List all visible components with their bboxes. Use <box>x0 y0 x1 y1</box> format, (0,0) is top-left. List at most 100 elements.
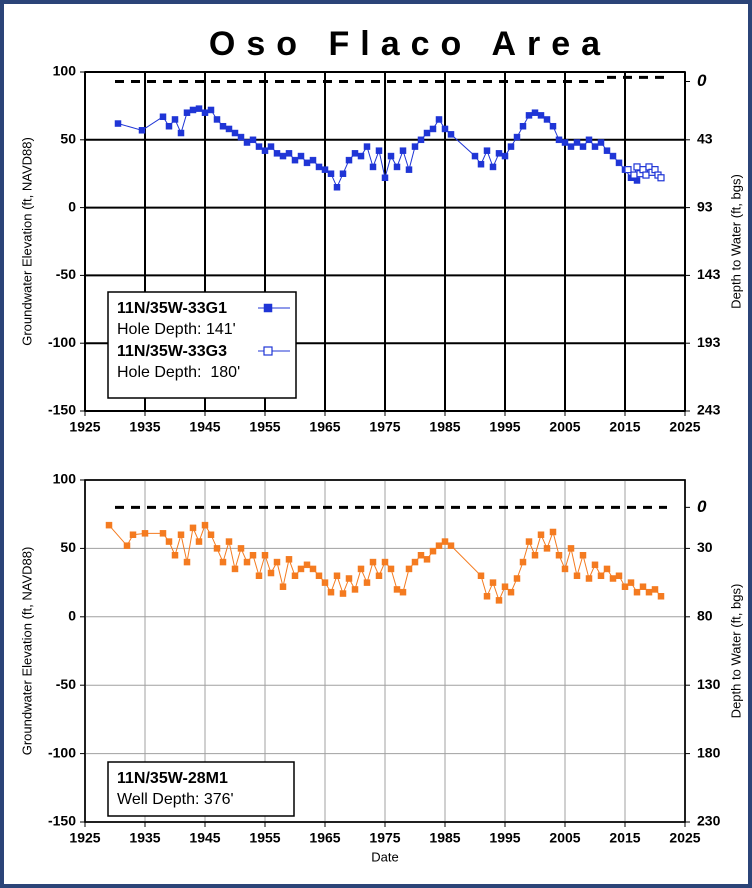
y2-tick-label: 180 <box>697 744 721 760</box>
data-point <box>561 139 569 146</box>
data-point <box>165 538 173 545</box>
data-point <box>351 586 359 593</box>
data-point <box>141 530 149 537</box>
y2-tick-label: 130 <box>697 676 721 692</box>
data-point <box>231 565 239 573</box>
data-point <box>561 565 569 573</box>
data-point <box>537 112 545 119</box>
legend-label: 11N/35W-28M1 <box>117 770 228 787</box>
data-point <box>633 588 641 596</box>
data-point <box>609 152 617 160</box>
data-point <box>105 521 113 529</box>
data-point <box>495 597 503 604</box>
y-tick-label: -100 <box>48 744 76 760</box>
data-point <box>549 528 557 536</box>
data-point <box>645 588 653 596</box>
data-point <box>501 583 509 590</box>
data-point <box>513 575 521 582</box>
data-point <box>519 122 527 130</box>
data-point <box>441 125 449 133</box>
legend-label: 11N/35W-33G1 <box>117 300 227 317</box>
data-point <box>657 593 665 600</box>
data-point <box>597 139 605 146</box>
data-point <box>213 116 221 123</box>
data-point <box>357 152 365 160</box>
y2-tick-label: 143 <box>697 266 721 282</box>
data-point <box>381 174 389 182</box>
data-point <box>405 565 413 573</box>
x-tick-label: 1955 <box>249 830 280 846</box>
data-point <box>201 109 209 116</box>
data-point <box>573 572 581 580</box>
data-point <box>399 588 407 596</box>
data-point <box>243 558 251 566</box>
data-point <box>327 588 335 596</box>
y-tick-label: -150 <box>48 402 76 418</box>
x-tick-label: 2015 <box>609 419 640 435</box>
data-point <box>387 152 395 160</box>
data-point <box>447 131 455 138</box>
data-point <box>279 583 287 590</box>
data-point <box>183 558 191 566</box>
x-tick-label: 1965 <box>309 419 340 435</box>
data-point <box>171 116 179 123</box>
x-tick-label: 1935 <box>129 419 160 435</box>
data-point <box>411 558 419 566</box>
data-point <box>381 558 389 566</box>
legend-note: Hole Depth: 180' <box>117 364 240 381</box>
data-point <box>531 109 539 116</box>
data-point <box>417 551 425 559</box>
data-point <box>537 531 545 538</box>
data-point <box>489 163 497 171</box>
data-point <box>303 561 311 569</box>
data-point <box>624 166 632 174</box>
x-tick-label: 1985 <box>429 830 460 846</box>
data-point <box>189 106 197 114</box>
data-point <box>477 572 485 580</box>
plot-border <box>84 71 686 412</box>
data-point <box>345 575 353 582</box>
x-tick-label: 1925 <box>69 419 100 435</box>
data-point <box>189 524 197 532</box>
data-point <box>261 147 269 154</box>
x-tick-label: 2025 <box>669 830 700 846</box>
y2-tick-label: 43 <box>697 131 713 147</box>
data-point <box>267 143 275 150</box>
data-point <box>363 579 371 586</box>
data-point <box>411 143 419 150</box>
data-point <box>387 565 395 573</box>
x-tick-label: 1975 <box>369 830 400 846</box>
data-point <box>591 143 599 150</box>
data-point <box>579 143 587 150</box>
data-point <box>621 583 629 590</box>
y-tick-label: 50 <box>60 131 76 147</box>
x-tick-label: 1985 <box>429 419 460 435</box>
x-tick-label: 1995 <box>489 830 520 846</box>
data-point <box>309 565 317 573</box>
data-point <box>339 170 347 177</box>
data-point <box>297 565 305 573</box>
data-point <box>429 547 437 555</box>
data-point <box>483 593 491 600</box>
data-point <box>315 163 323 171</box>
data-point <box>321 579 329 586</box>
data-point <box>513 133 521 141</box>
data-point <box>567 143 575 150</box>
data-point <box>255 143 263 150</box>
data-point <box>573 139 581 146</box>
y-tick-label: -50 <box>56 676 76 692</box>
legend-note: Hole Depth: 141' <box>117 321 236 338</box>
y-axis-label: Groundwater Elevation (ft, NAVD88) <box>19 137 34 346</box>
data-point <box>591 561 599 569</box>
data-point <box>249 136 257 144</box>
data-point <box>651 586 659 593</box>
data-point <box>231 129 239 137</box>
data-point <box>375 572 383 580</box>
y-tick-label: 0 <box>68 198 76 214</box>
data-point <box>345 156 353 164</box>
data-point <box>603 147 611 154</box>
y-tick-label: 100 <box>53 471 77 487</box>
data-point <box>525 112 533 119</box>
data-point <box>333 184 341 191</box>
data-point <box>255 572 263 580</box>
